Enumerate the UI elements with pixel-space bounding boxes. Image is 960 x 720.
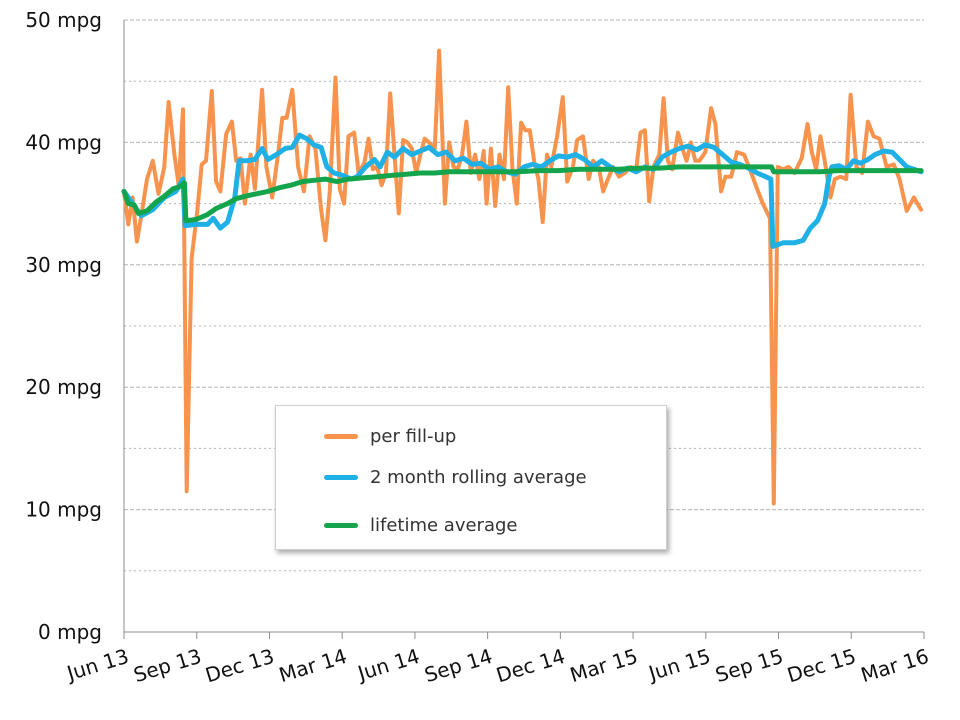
x-tick-label: Jun 15 <box>644 644 713 686</box>
x-tick-label: Jun 14 <box>353 644 422 686</box>
legend: per fill-up 2 month rolling average life… <box>275 405 667 550</box>
legend-item-lifetime-average: lifetime average <box>324 514 518 536</box>
legend-item-rolling-average: 2 month rolling average <box>324 466 587 488</box>
series-line-rolling-average <box>121 132 924 249</box>
legend-item-per-fill-up: per fill-up <box>324 425 457 447</box>
x-tick-label: Mar 14 <box>276 644 350 687</box>
series-line-lifetime-average <box>121 164 924 224</box>
legend-label: lifetime average <box>370 514 518 536</box>
legend-swatch-per-fill-up <box>324 433 358 439</box>
legend-label: per fill-up <box>370 425 457 447</box>
legend-swatch-lifetime-average <box>324 522 358 528</box>
y-tick-label: 30 mpg <box>25 253 102 277</box>
x-tick-label: Jun 13 <box>62 644 131 686</box>
x-tick-label: Mar 16 <box>858 644 932 687</box>
x-tick-label: Dec 15 <box>784 644 858 688</box>
y-tick-label: 20 mpg <box>25 375 102 399</box>
legend-swatch-rolling-average <box>324 474 358 480</box>
x-tick-label: Mar 15 <box>567 644 641 687</box>
y-tick-label: 50 mpg <box>25 8 102 32</box>
y-tick-label: 10 mpg <box>25 498 102 522</box>
x-tick-label: Sep 15 <box>713 644 786 687</box>
x-tick-label: Dec 13 <box>202 644 276 688</box>
x-tick-label: Sep 13 <box>131 644 204 687</box>
y-tick-label: 40 mpg <box>25 130 102 154</box>
series-line-per-fill-up <box>122 48 924 506</box>
legend-label: 2 month rolling average <box>370 466 587 488</box>
y-tick-label: 0 mpg <box>38 620 102 644</box>
x-tick-label: Dec 14 <box>493 644 567 688</box>
x-tick-label: Sep 14 <box>422 644 495 687</box>
